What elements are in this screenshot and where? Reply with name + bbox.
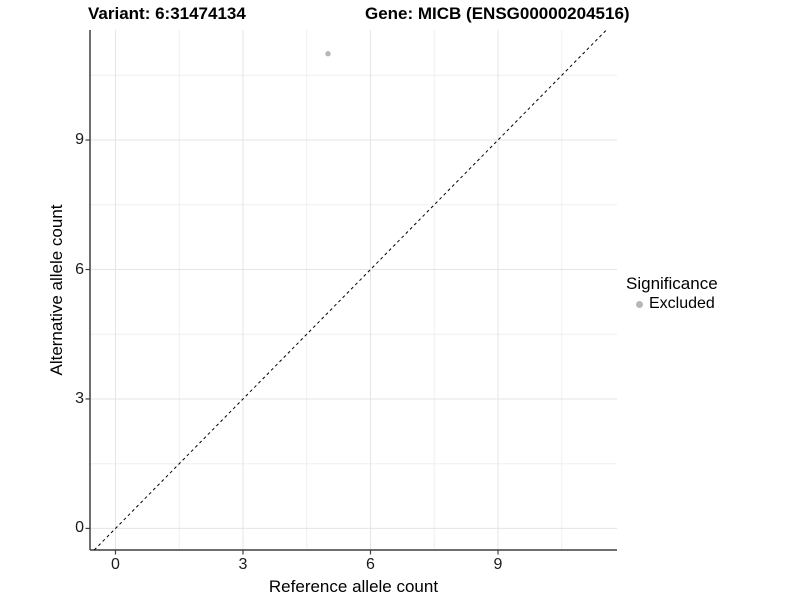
- x-axis-title: Reference allele count: [268, 577, 439, 596]
- legend-item-label: Excluded: [649, 295, 715, 312]
- legend-items: Excluded: [626, 295, 718, 313]
- y-tick-label: 0: [75, 519, 84, 537]
- data-point: [325, 51, 331, 57]
- gene-title: Gene: MICB (ENSG00000204516): [365, 4, 630, 23]
- y-axis-title: Alternative allele count: [47, 204, 66, 376]
- y-tick-label: 9: [75, 131, 84, 149]
- legend-key-dot-icon: [636, 300, 643, 308]
- x-tick-label: 3: [238, 556, 248, 573]
- legend-item: Excluded: [626, 295, 718, 313]
- y-tick-label: 6: [75, 260, 84, 278]
- y-tick-label: 3: [75, 389, 84, 407]
- variant-title: Variant: 6:31474134: [88, 4, 246, 23]
- x-tick-label: 6: [366, 556, 375, 573]
- legend-title: Significance: [626, 274, 718, 293]
- legend: Significance Excluded: [626, 274, 718, 313]
- x-tick-label: 9: [493, 556, 503, 573]
- x-tick-label: 0: [111, 556, 120, 573]
- identity-line: [93, 29, 607, 551]
